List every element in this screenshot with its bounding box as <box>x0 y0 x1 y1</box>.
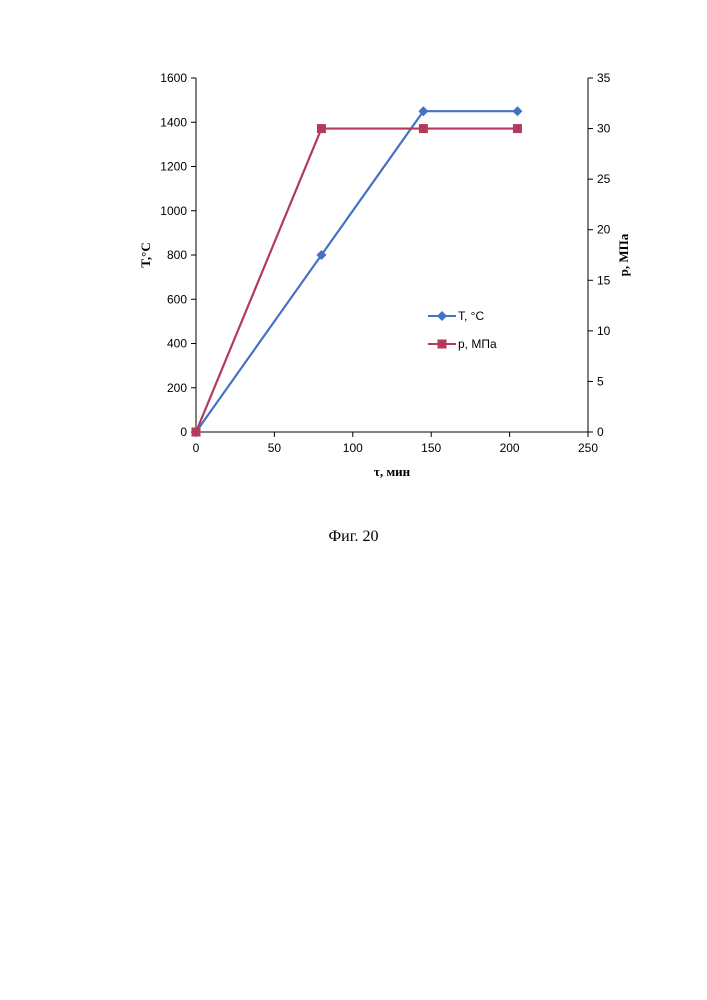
x-tick-label: 150 <box>421 441 441 455</box>
legend-item-temperature: T, °C <box>428 309 484 323</box>
y-left-tick-label: 200 <box>167 381 187 395</box>
y-left-tick-label: 600 <box>167 292 187 306</box>
y-left-tick-label: 0 <box>180 425 187 439</box>
legend-pressure-marker <box>438 340 447 349</box>
y-right-tick-label: 25 <box>597 172 611 186</box>
legend-temperature-marker <box>437 311 447 321</box>
y-left-tick-label: 1600 <box>160 71 187 85</box>
series <box>191 106 522 437</box>
x-tick-label: 200 <box>500 441 520 455</box>
y-right-tick-label: 0 <box>597 425 604 439</box>
data-point-pressure <box>192 428 201 437</box>
legend-pressure-label: p, МПа <box>458 337 497 351</box>
x-tick-label: 250 <box>578 441 598 455</box>
x-tick-label: 0 <box>193 441 200 455</box>
y-right-tick-label: 20 <box>597 223 611 237</box>
legend-temperature-label: T, °C <box>458 309 484 323</box>
y-right-tick-label: 35 <box>597 71 611 85</box>
x-tick-label: 50 <box>268 441 282 455</box>
x-axis-title: τ, мин <box>374 464 411 479</box>
y-left-tick-label: 1400 <box>160 115 187 129</box>
figure-caption: Фиг. 20 <box>0 528 707 546</box>
legend-item-pressure: p, МПа <box>428 337 497 351</box>
y-right-tick-label: 15 <box>597 273 611 287</box>
y-axis-left-title: T,°C <box>138 242 153 268</box>
data-point-pressure <box>513 124 522 133</box>
x-tick-label: 100 <box>343 441 363 455</box>
series-line-1 <box>196 129 517 432</box>
data-point-temperature <box>512 106 522 116</box>
y-right-tick-label: 10 <box>597 324 611 338</box>
y-left-tick-label: 400 <box>167 337 187 351</box>
y-left-tick-label: 800 <box>167 248 187 262</box>
data-point-pressure <box>419 124 428 133</box>
legend: T, °C p, МПа <box>428 309 497 351</box>
data-point-pressure <box>317 124 326 133</box>
y-left-tick-label: 1200 <box>160 160 187 174</box>
y-right-tick-label: 30 <box>597 122 611 136</box>
y-right-tick-label: 5 <box>597 374 604 388</box>
series-line-0 <box>196 111 517 432</box>
axes <box>196 78 588 432</box>
y-axis-right-title: p, МПа <box>616 233 631 276</box>
y-left-tick-label: 1000 <box>160 204 187 218</box>
